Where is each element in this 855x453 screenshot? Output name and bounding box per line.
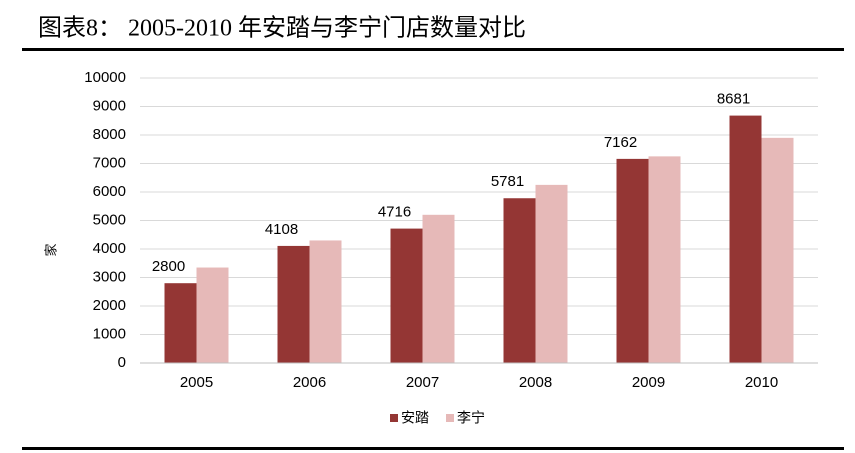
data-label: 5781 <box>491 173 524 190</box>
bar <box>164 283 197 363</box>
bar <box>277 245 310 363</box>
bar <box>422 214 455 363</box>
data-label: 4108 <box>265 221 298 238</box>
y-tick-label: 2000 <box>93 297 126 314</box>
y-tick-label: 6000 <box>93 183 126 200</box>
legend-label: 李宁 <box>457 410 485 426</box>
y-tick-label: 3000 <box>93 268 126 285</box>
x-tick-label: 2009 <box>632 374 665 391</box>
bar <box>616 158 649 363</box>
x-tick-label: 2007 <box>406 374 439 391</box>
bar <box>196 267 229 363</box>
x-tick-label: 2006 <box>293 374 326 391</box>
bar <box>761 137 794 363</box>
y-tick-label: 0 <box>118 354 126 371</box>
x-tick-label: 2008 <box>519 374 552 391</box>
legend-swatch <box>446 414 454 422</box>
bar <box>535 184 568 363</box>
data-label: 4716 <box>378 204 411 221</box>
x-tick-label: 2010 <box>745 374 778 391</box>
y-tick-label: 1000 <box>93 325 126 342</box>
legend-swatch <box>390 414 398 422</box>
chart-title: 图表8： 2005-2010 年安踏与李宁门店数量对比 <box>38 15 526 42</box>
title-rule <box>22 48 844 51</box>
y-tick-label: 10000 <box>84 69 126 86</box>
bar <box>729 115 762 364</box>
bar <box>503 198 536 363</box>
data-label: 7162 <box>604 134 637 151</box>
bar <box>390 228 423 363</box>
bar <box>309 240 342 363</box>
data-label: 8681 <box>717 91 750 108</box>
y-tick-label: 5000 <box>93 211 126 228</box>
legend-label: 安踏 <box>401 410 429 426</box>
bottom-rule <box>22 447 844 450</box>
y-tick-label: 9000 <box>93 97 126 114</box>
x-tick-label: 2005 <box>180 374 213 391</box>
bar <box>648 156 681 363</box>
y-tick-label: 7000 <box>93 154 126 171</box>
data-label: 2800 <box>152 258 185 275</box>
y-tick-label: 8000 <box>93 126 126 143</box>
y-tick-label: 4000 <box>93 240 126 257</box>
y-axis-label: 家 <box>43 243 58 256</box>
